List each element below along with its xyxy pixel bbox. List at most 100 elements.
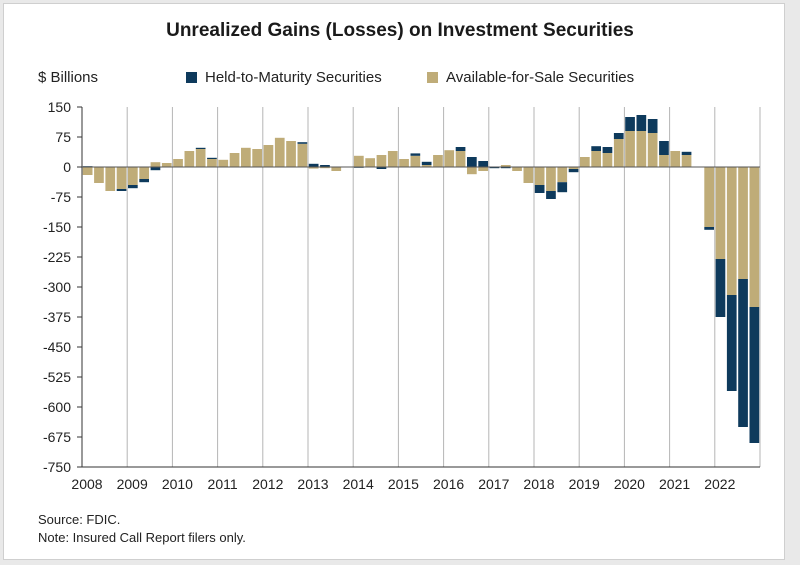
bar-htm-33 <box>455 147 466 151</box>
bar-afs-53 <box>681 155 692 167</box>
x-tick-label: 2015 <box>388 476 419 492</box>
bar-afs-33 <box>455 151 466 167</box>
bar-afs-28 <box>399 159 409 167</box>
x-tick-label: 2012 <box>252 476 283 492</box>
bar-afs-0 <box>82 167 93 175</box>
bar-afs-19 <box>297 143 308 167</box>
bar-afs-11 <box>207 159 217 167</box>
x-tick-label: 2017 <box>478 476 509 492</box>
bar-htm-51 <box>659 141 669 155</box>
bar-afs-29 <box>410 155 421 167</box>
y-tick-label: -75 <box>51 189 71 205</box>
bar-htm-58 <box>738 279 748 427</box>
bar-htm-4 <box>128 185 138 189</box>
legend-held-to-maturity: Held-to-Maturity Securities <box>186 69 382 86</box>
bar-afs-34 <box>467 167 477 175</box>
bar-afs-8 <box>173 159 183 167</box>
bar-afs-16 <box>263 145 274 167</box>
x-tick-label: 2008 <box>71 476 102 492</box>
legend-swatch-htm <box>186 72 197 83</box>
bar-afs-7 <box>161 163 172 167</box>
x-tick-label: 2019 <box>569 476 600 492</box>
x-tick-label: 2009 <box>117 476 148 492</box>
source-note: Source: FDIC. <box>38 512 121 527</box>
bar-htm-48 <box>625 117 635 131</box>
bar-htm-49 <box>636 115 647 131</box>
bar-htm-47 <box>613 133 624 139</box>
bar-afs-44 <box>580 157 590 167</box>
bar-htm-3 <box>116 189 127 191</box>
bar-afs-45 <box>591 151 601 167</box>
chart-title: Unrealized Gains (Losses) on Investment … <box>166 20 634 41</box>
bar-afs-49 <box>636 131 647 167</box>
bar-afs-51 <box>659 155 669 167</box>
bar-afs-50 <box>647 133 658 167</box>
bar-htm-55 <box>704 227 714 230</box>
bar-htm-35 <box>478 161 488 167</box>
bar-afs-24 <box>354 155 364 167</box>
bar-afs-2 <box>105 167 116 191</box>
bar-afs-21 <box>320 167 330 169</box>
bar-htm-46 <box>602 147 613 153</box>
y-tick-label: 150 <box>48 99 72 115</box>
bar-afs-40 <box>534 167 545 185</box>
bar-afs-47 <box>613 139 624 167</box>
bar-afs-17 <box>274 137 285 167</box>
bar-htm-36 <box>489 167 500 169</box>
bar-afs-32 <box>444 150 455 167</box>
legend-label-htm: Held-to-Maturity Securities <box>205 69 382 86</box>
bar-afs-30 <box>421 165 432 167</box>
x-tick-label: 2022 <box>704 476 735 492</box>
bar-afs-46 <box>602 153 613 167</box>
y-tick-label: -675 <box>43 429 71 445</box>
bar-afs-48 <box>625 131 635 167</box>
x-tick-label: 2020 <box>614 476 645 492</box>
x-tick-label: 2021 <box>659 476 690 492</box>
bar-htm-59 <box>749 307 760 443</box>
bar-htm-11 <box>207 157 217 159</box>
bar-afs-12 <box>218 159 229 167</box>
x-tick-label: 2011 <box>208 476 238 492</box>
bar-afs-42 <box>557 167 568 183</box>
y-tick-label: -450 <box>43 339 71 355</box>
bar-afs-55 <box>704 167 714 227</box>
bar-afs-37 <box>500 165 511 167</box>
bar-afs-22 <box>331 167 342 171</box>
bar-htm-30 <box>421 161 432 165</box>
bar-afs-20 <box>308 167 319 169</box>
y-tick-label: -300 <box>43 279 71 295</box>
y-tick-label: -525 <box>43 369 71 385</box>
y-tick-label: -150 <box>43 219 71 235</box>
bar-htm-56 <box>715 259 726 317</box>
bar-htm-57 <box>726 295 737 391</box>
legend-label-afs: Available-for-Sale Securities <box>446 69 635 86</box>
bar-afs-25 <box>365 158 375 167</box>
bar-htm-21 <box>320 165 330 167</box>
bar-afs-57 <box>726 167 737 295</box>
bar-afs-52 <box>670 151 681 167</box>
bar-afs-27 <box>387 151 398 167</box>
legend-swatch-afs <box>427 72 438 83</box>
x-tick-label: 2016 <box>433 476 464 492</box>
x-tick-label: 2010 <box>162 476 193 492</box>
y-tick-label: 0 <box>63 159 71 175</box>
filer-note: Note: Insured Call Report filers only. <box>38 530 246 545</box>
bar-afs-3 <box>116 167 127 189</box>
bar-afs-1 <box>94 167 104 183</box>
bar-htm-29 <box>410 153 421 156</box>
bar-htm-20 <box>308 163 319 167</box>
bar-afs-39 <box>523 167 534 183</box>
bar-afs-10 <box>195 149 206 167</box>
y-axis-label: $ Billions <box>38 69 99 86</box>
bar-afs-58 <box>738 167 748 279</box>
bar-htm-5 <box>139 179 149 183</box>
bar-htm-10 <box>195 147 206 149</box>
y-tick-label: 75 <box>55 129 71 145</box>
y-tick-label: -225 <box>43 249 71 265</box>
bar-htm-42 <box>557 182 568 193</box>
bar-afs-14 <box>241 147 251 167</box>
bar-htm-37 <box>500 167 511 169</box>
bar-htm-41 <box>546 191 556 199</box>
legend-available-for-sale: Available-for-Sale Securities <box>427 69 634 86</box>
bar-afs-5 <box>139 167 149 179</box>
